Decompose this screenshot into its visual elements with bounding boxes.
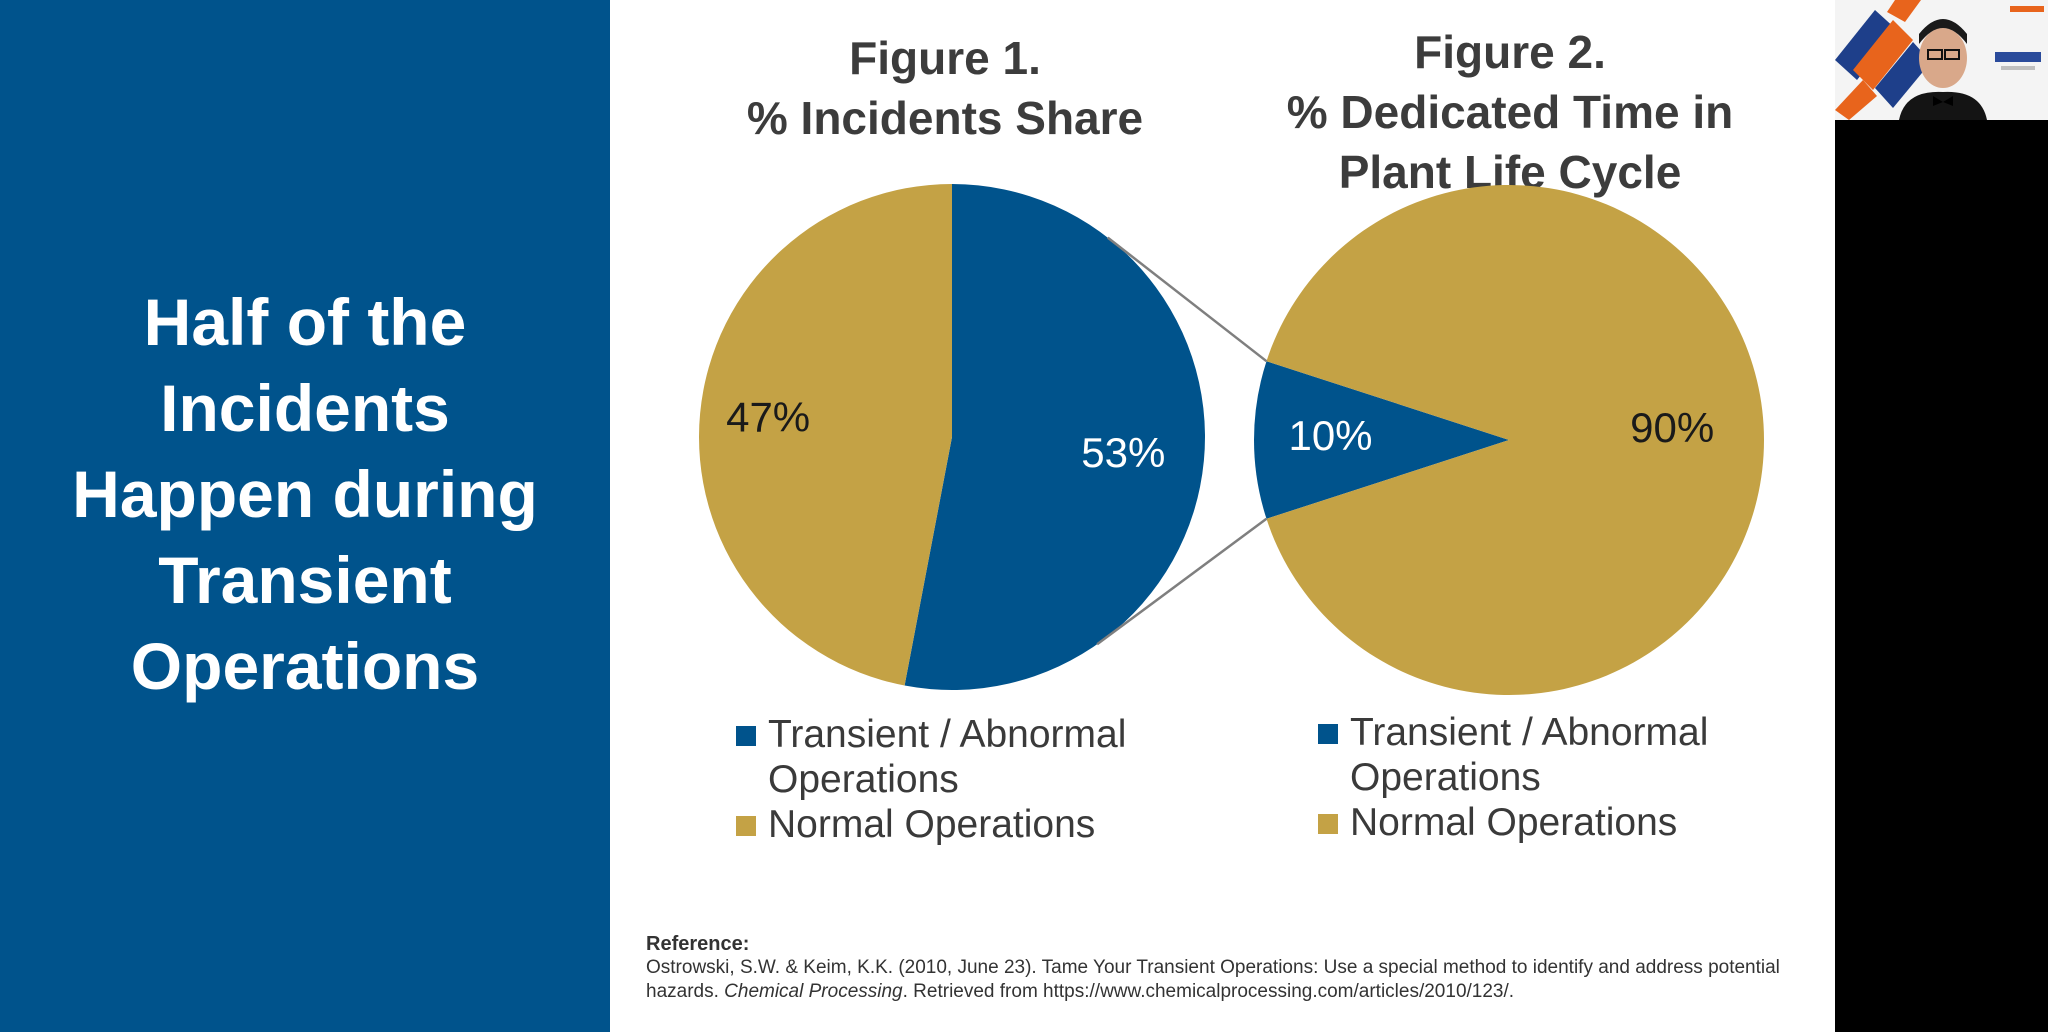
- headline-line-4: Transient: [158, 542, 452, 617]
- presenter-video-image: [1835, 0, 2048, 120]
- pie-connector-line-upper: [1106, 236, 1268, 363]
- reference-retrieved: . Retrieved from https://www.chemicalpro…: [902, 981, 1515, 1002]
- reference-block: Reference: Ostrowski, S.W. & Keim, K.K. …: [646, 932, 1816, 1004]
- pie-connector-line-lower: [1096, 517, 1268, 646]
- left-title-panel: Half of the Incidents Happen during Tran…: [0, 0, 610, 1032]
- legend-item-normal: Normal Operations: [1318, 800, 1798, 845]
- legend-swatch-transient: [1318, 724, 1338, 744]
- legend-label-transient-line1: Transient / Abnormal: [768, 713, 1127, 756]
- headline-line-1: Half of the: [143, 284, 467, 359]
- headline-line-2: Incidents: [160, 370, 450, 445]
- legend-label-transient-line2: Operations: [768, 758, 959, 801]
- figure-2-title: Figure 2. % Dedicated Time in Plant Life…: [1286, 26, 1734, 198]
- legend-item-transient: Transient / Abnormal Operations: [736, 712, 1216, 802]
- pie-2-data-label-normal: 90%: [1630, 404, 1714, 451]
- headline-line-5: Operations: [130, 628, 480, 703]
- slide-headline: Half of the Incidents Happen during Tran…: [52, 279, 558, 709]
- legend-label-normal: Normal Operations: [768, 803, 1096, 846]
- legend-label-transient-line2: Operations: [1350, 756, 1541, 799]
- legend-label-transient-line1: Transient / Abnormal: [1350, 711, 1709, 754]
- legend-swatch-transient: [736, 726, 756, 746]
- pie-2-slice-transient: [1254, 361, 1509, 519]
- legend-swatch-normal: [736, 816, 756, 836]
- reference-citation-text: Ostrowski, S.W. & Keim, K.K. (2010, June…: [646, 957, 1780, 1002]
- figure-1-title: Figure 1. % Incidents Share: [746, 32, 1144, 144]
- figure-1-legend: Transient / Abnormal Operations Normal O…: [736, 712, 1216, 847]
- headline-line-3: Happen during: [72, 456, 538, 531]
- reference-heading: Reference:: [646, 933, 750, 955]
- pie-1-slice-transient: [904, 184, 1205, 690]
- pie-1-data-label-normal: 47%: [726, 394, 810, 441]
- legend-label-normal: Normal Operations: [1350, 801, 1678, 844]
- legend-swatch-normal: [1318, 814, 1338, 834]
- pie-2-slice-normal: [1266, 185, 1765, 695]
- webcam-thumbnail: [1835, 0, 2048, 120]
- figure-2-legend: Transient / Abnormal Operations Normal O…: [1318, 710, 1798, 845]
- right-black-bar: [1835, 0, 2048, 1032]
- reference-citation: Ostrowski, S.W. & Keim, K.K. (2010, June…: [646, 956, 1816, 1004]
- pie-1-slice-normal: [698, 184, 952, 686]
- legend-item-transient: Transient / Abnormal Operations: [1318, 710, 1798, 800]
- reference-source: Chemical Processing: [724, 981, 903, 1002]
- pie-2-data-label-transient: 10%: [1288, 412, 1372, 459]
- pie-charts: 53% 47% 10% 90%: [698, 184, 1765, 695]
- pie-1-data-label-transient: 53%: [1081, 429, 1165, 476]
- legend-item-normal: Normal Operations: [736, 802, 1216, 847]
